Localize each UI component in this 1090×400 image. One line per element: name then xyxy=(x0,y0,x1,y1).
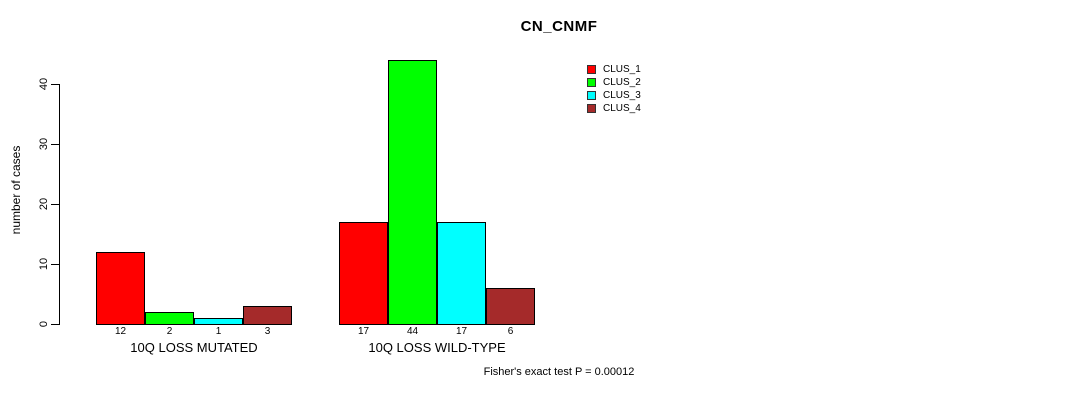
bar-value-label: 17 xyxy=(455,326,468,337)
chart-title: CN_CNMF xyxy=(520,18,598,35)
y-tick xyxy=(51,204,59,205)
bar-clus_3-group1 xyxy=(194,318,243,325)
bar-clus_4-group2 xyxy=(486,288,535,325)
legend-swatch-icon xyxy=(587,104,596,113)
y-tick-label: 0 xyxy=(38,320,50,328)
legend-swatch-icon xyxy=(587,91,596,100)
y-tick xyxy=(51,324,59,325)
bar-value-label: 12 xyxy=(114,326,127,337)
bar-value-label: 6 xyxy=(507,326,514,337)
legend-label: CLUS_3 xyxy=(603,90,641,101)
y-axis-title: number of cases xyxy=(9,145,23,235)
bar-clus_2-group2 xyxy=(388,60,437,325)
y-axis-line xyxy=(59,84,60,325)
y-tick-label: 10 xyxy=(38,257,50,271)
legend-item: CLUS_3 xyxy=(587,89,641,102)
legend-item: CLUS_1 xyxy=(587,63,641,76)
bar-value-label: 44 xyxy=(406,326,419,337)
bar-clus_1-group1 xyxy=(96,252,145,325)
y-tick xyxy=(51,264,59,265)
legend-label: CLUS_1 xyxy=(603,64,641,75)
y-tick xyxy=(51,144,59,145)
bar-clus_2-group1 xyxy=(145,312,194,325)
legend-item: CLUS_4 xyxy=(587,102,641,115)
stat-annotation: Fisher's exact test P = 0.00012 xyxy=(483,366,635,378)
legend: CLUS_1 CLUS_2 CLUS_3 CLUS_4 xyxy=(587,63,641,115)
bar-value-label: 3 xyxy=(264,326,271,337)
category-label: 10Q LOSS WILD-TYPE xyxy=(368,340,506,355)
bar-clus_3-group2 xyxy=(437,222,486,325)
bar-value-label: 2 xyxy=(166,326,173,337)
bar-clus_1-group2 xyxy=(339,222,388,325)
legend-label: CLUS_4 xyxy=(603,103,641,114)
bar-value-label: 17 xyxy=(357,326,370,337)
bar-clus_4-group1 xyxy=(243,306,292,325)
legend-swatch-icon xyxy=(587,78,596,87)
y-tick-label: 20 xyxy=(38,197,50,211)
y-tick xyxy=(51,84,59,85)
y-tick-label: 40 xyxy=(38,77,50,91)
legend-swatch-icon xyxy=(587,65,596,74)
legend-item: CLUS_2 xyxy=(587,76,641,89)
category-label: 10Q LOSS MUTATED xyxy=(130,340,258,355)
legend-label: CLUS_2 xyxy=(603,77,641,88)
y-tick-label: 30 xyxy=(38,137,50,151)
bar-value-label: 1 xyxy=(215,326,222,337)
